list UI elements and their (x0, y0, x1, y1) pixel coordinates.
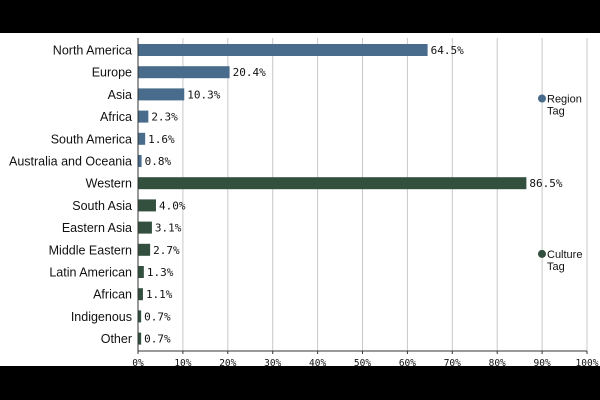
data-label: 64.5% (431, 44, 464, 57)
x-tick-label: 0% (132, 358, 144, 366)
category-label: North America (53, 44, 132, 58)
data-label: 2.7% (153, 244, 180, 257)
bar (138, 110, 149, 123)
bar (138, 288, 143, 301)
data-label: 1.3% (147, 266, 174, 279)
x-tick-label: 70% (444, 358, 461, 366)
data-label: 3.1% (155, 222, 182, 235)
category-label: Latin American (49, 266, 132, 280)
bar (138, 332, 142, 345)
bar-layer (138, 44, 527, 345)
bar (138, 177, 527, 190)
bar (138, 243, 151, 256)
bar (138, 155, 142, 167)
legend-label: Tag (547, 261, 565, 273)
data-label: 2.3% (151, 111, 178, 124)
x-tick-label: 100% (576, 358, 599, 366)
x-tick-label: 30% (264, 358, 281, 366)
chart-frame: North America 64.5% Europe 20.4% Asia 10.3% Af… (0, 33, 600, 366)
data-label: 4.0% (159, 199, 186, 212)
bar (138, 221, 152, 234)
bar (138, 310, 142, 323)
data-label: 20.4% (233, 66, 266, 79)
category-label: Indigenous (71, 310, 132, 324)
category-label: Australia and Oceania (9, 155, 132, 169)
x-tick-label: 60% (399, 358, 416, 366)
legend-label: Tag (547, 106, 565, 118)
bar (138, 199, 156, 212)
bar (138, 132, 146, 145)
category-label: African (93, 288, 132, 302)
category-label: South America (51, 132, 132, 146)
category-label: Middle Eastern (49, 243, 132, 257)
data-label: 1.6% (148, 133, 175, 146)
legend-marker (538, 94, 546, 103)
category-label: Asia (108, 88, 132, 102)
category-label: Europe (92, 66, 132, 80)
data-label: 0.8% (145, 155, 172, 168)
data-label: 0.7% (144, 310, 171, 323)
x-tick-label: 50% (354, 358, 371, 366)
data-label: 1.1% (146, 288, 173, 301)
bar (138, 88, 185, 101)
bar-chart: North America 64.5% Europe 20.4% Asia 10.3% Af… (9, 38, 599, 366)
x-tick-label: 90% (534, 358, 551, 366)
x-tick-label: 20% (219, 358, 236, 366)
category-label: Africa (100, 110, 132, 124)
bar (138, 44, 428, 56)
category-label: Western (86, 177, 132, 191)
legend-marker (538, 249, 546, 258)
label-layer: North America 64.5% Europe 20.4% Asia 10.3% Af… (9, 44, 563, 347)
x-tick-label: 40% (309, 358, 326, 366)
data-label: 0.7% (144, 333, 171, 346)
category-label: Other (101, 332, 132, 346)
category-label: Eastern Asia (62, 221, 132, 235)
legend-label: Region (547, 94, 582, 106)
bar (138, 266, 144, 278)
bar (138, 66, 230, 79)
category-label: South Asia (72, 199, 132, 213)
legend-label: Culture (547, 249, 582, 261)
x-tick-label: 80% (489, 358, 506, 366)
x-tick-label: 10% (174, 358, 191, 366)
axis-layer: 0% 10% 20% 30% 40% 50% 60% 70% 80% 90% 100% (132, 38, 599, 366)
grid-layer (182, 38, 588, 351)
data-label: 10.3% (187, 88, 220, 101)
data-label: 86.5% (529, 177, 562, 190)
